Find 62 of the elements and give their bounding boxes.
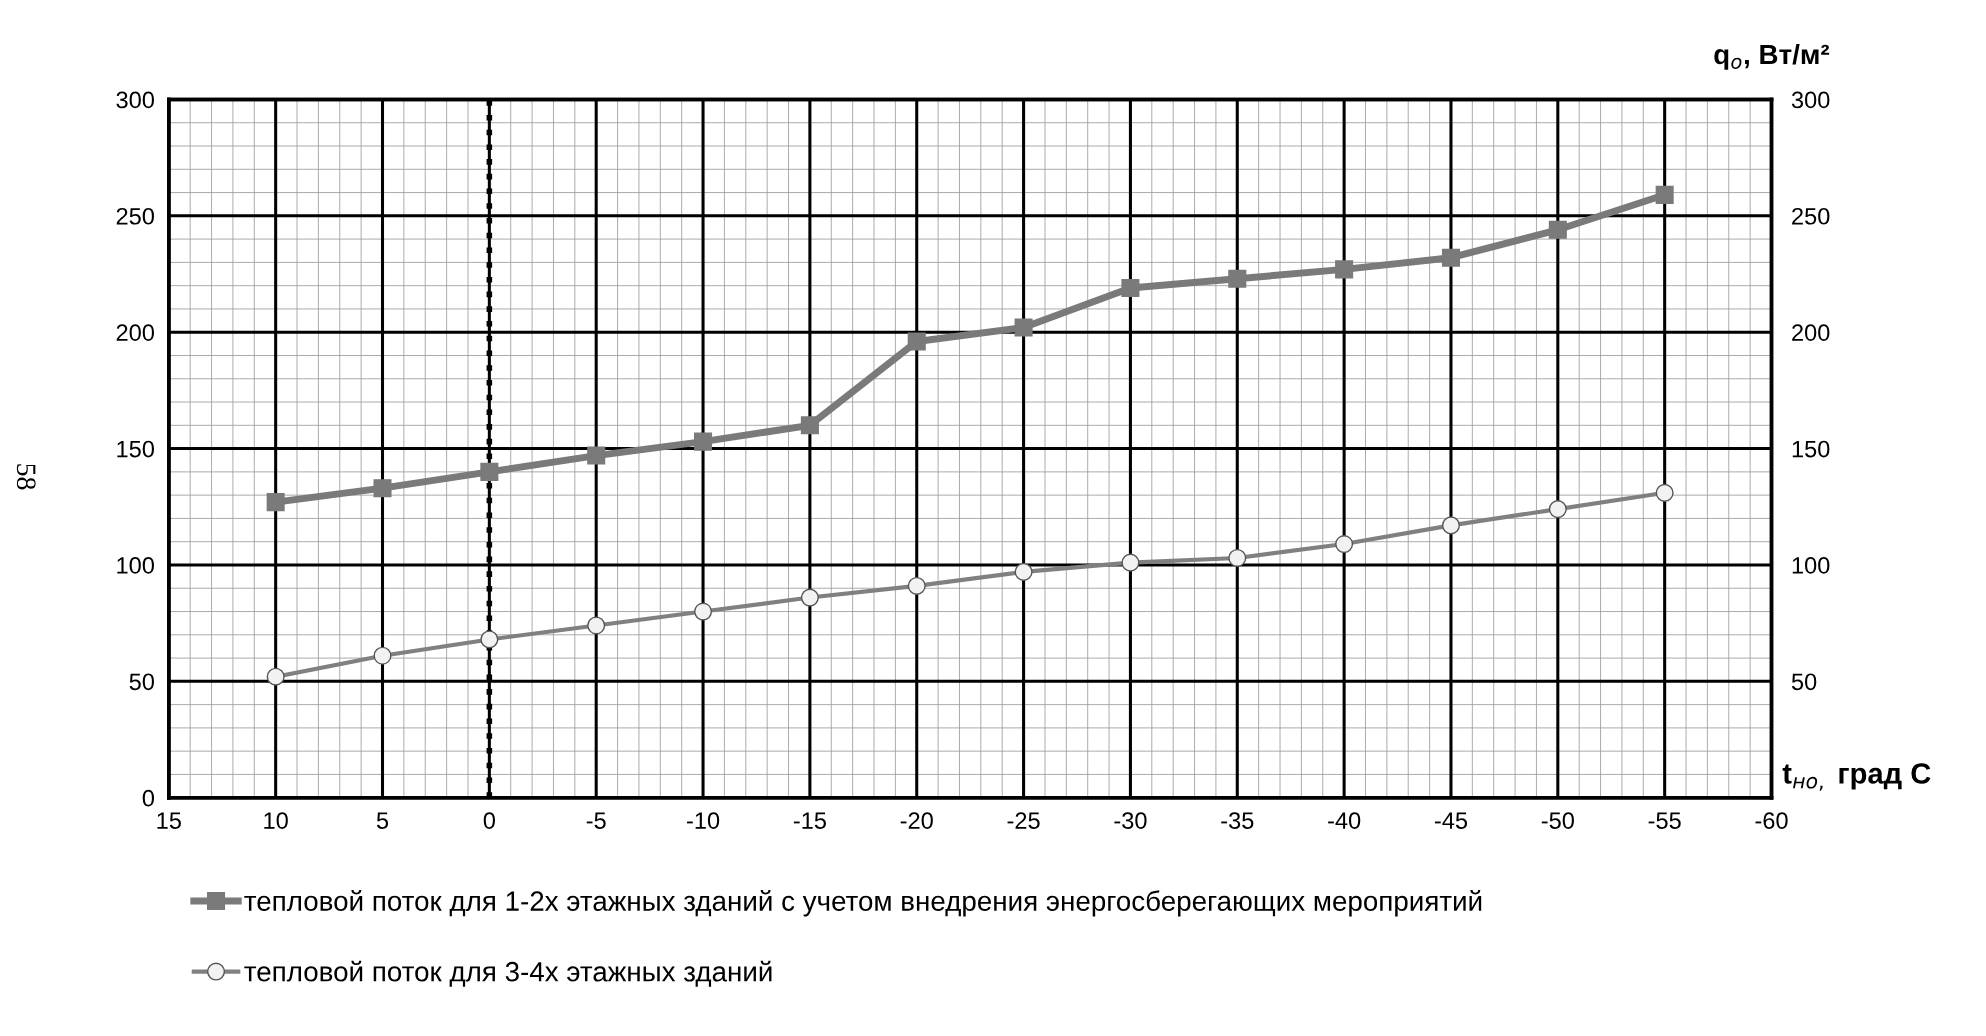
x-tick-label: 10	[264, 812, 288, 829]
y-tick-label: 300	[116, 91, 154, 109]
point	[1548, 500, 1567, 519]
legend-label: тепловой поток для 1-2х этажных зданий с учетом внедрения энергосберегающих мероприятий	[244, 890, 1482, 917]
x-axis-title: t$_{но,}$ град С	[1782, 763, 1931, 791]
point	[907, 576, 926, 595]
point	[1441, 516, 1461, 535]
point	[1335, 260, 1354, 279]
y2-tick-label: 200	[1792, 324, 1830, 341]
x-tick-label: -30	[1114, 812, 1147, 829]
x-tick-label: 0	[483, 812, 495, 829]
point	[373, 646, 392, 665]
point	[1655, 185, 1674, 204]
x-tick-label: -45	[1434, 812, 1468, 829]
point	[480, 630, 499, 649]
point	[800, 588, 819, 607]
point	[373, 479, 392, 498]
y2-tick-label: 300	[1791, 91, 1830, 109]
x-tick-label: -25	[1007, 812, 1040, 829]
point	[907, 332, 926, 351]
y-tick-label: 150	[117, 440, 154, 458]
x-tick-label: -50	[1541, 812, 1574, 829]
legend-label: тепловой поток для 3-4х этажных зданий	[244, 960, 772, 987]
point	[1228, 548, 1247, 568]
point	[1014, 318, 1033, 337]
point	[1441, 248, 1461, 267]
point	[694, 432, 713, 451]
x-tick-label: -35	[1221, 812, 1254, 829]
y-tick-label: 200	[116, 324, 154, 341]
point	[1014, 562, 1033, 581]
point	[1335, 534, 1354, 554]
point	[1121, 278, 1140, 298]
y-tick-label: 50	[129, 673, 154, 691]
x-tick-label: -55	[1648, 812, 1681, 829]
point	[800, 416, 819, 435]
point	[1121, 553, 1140, 572]
x-tick-label: -10	[687, 812, 720, 829]
x-tick-label: -20	[900, 812, 933, 829]
y-tick-label: 100	[117, 557, 154, 574]
point	[1228, 269, 1247, 288]
point	[694, 602, 713, 621]
y2-tick-label: 250	[1792, 207, 1830, 225]
x-tick-label: 15	[157, 812, 181, 829]
point	[1548, 220, 1567, 239]
point	[587, 616, 606, 635]
point	[266, 667, 285, 686]
y2-axis-title: q$_{о}$, Вт/м²	[1714, 43, 1830, 70]
point	[266, 493, 285, 512]
x-tick-label: -40	[1328, 812, 1361, 829]
text: 58	[16, 464, 36, 490]
y2-tick-label: 100	[1792, 557, 1830, 574]
x-tick-label: 5	[376, 812, 389, 829]
y-tick-label: 0	[142, 789, 154, 807]
y-tick-label: 250	[116, 207, 154, 225]
point	[587, 446, 606, 465]
point	[480, 462, 499, 481]
y2-tick-label: 150	[1792, 440, 1830, 458]
x-tick-label: -5	[586, 812, 606, 829]
point	[1655, 483, 1674, 502]
x-tick-label: -60	[1755, 812, 1788, 829]
y2-tick-label: 50	[1791, 673, 1817, 691]
x-tick-label: -15	[793, 812, 826, 829]
